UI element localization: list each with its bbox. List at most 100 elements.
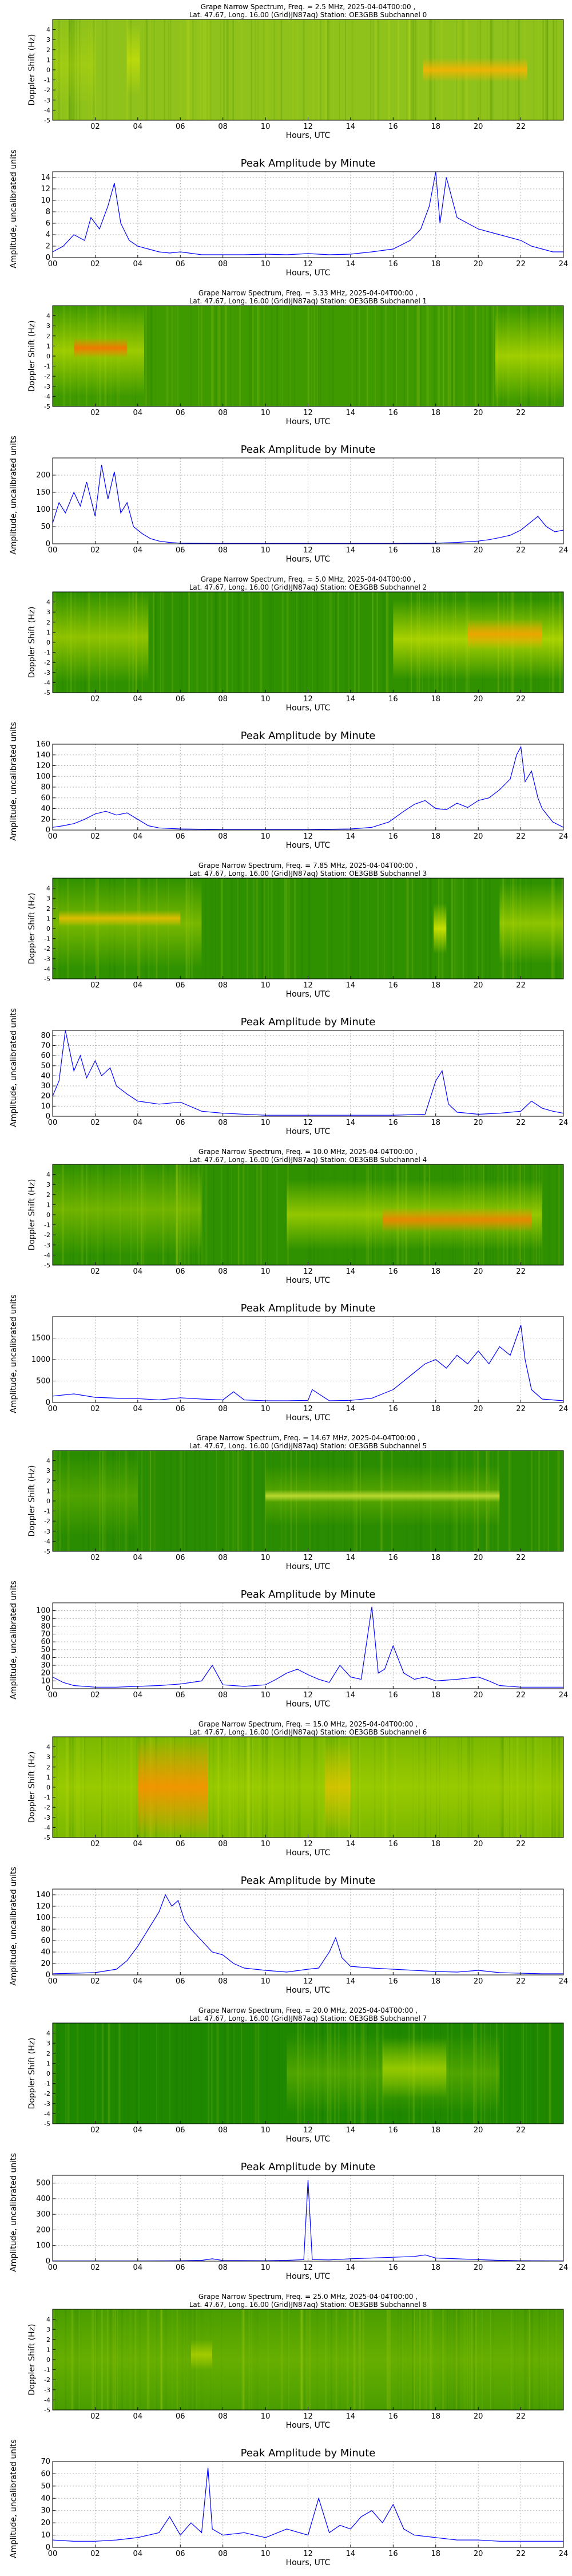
x-tick-label: 08 [218,409,228,417]
spectrogram-speckle [542,19,545,120]
spectrogram-speckle [201,1164,204,1265]
spectrogram-speckle [261,592,263,693]
y-axis-label: Amplitude, uncalibrated units [9,1294,18,1413]
x-tick-label: 10 [261,1267,271,1276]
y-tick-label: 0 [46,540,50,548]
spectrogram-speckle [262,19,264,120]
y-tick-label: 2 [46,619,50,626]
spectrogram-speckle [249,592,252,693]
x-tick-label: 10 [261,1554,271,1562]
x-tick-label: 18 [431,546,440,555]
spectrogram-speckle [355,306,357,406]
x-tick-label: 20 [474,1405,483,1413]
spectrogram-speckle [267,878,269,979]
x-tick-label: 08 [218,695,228,704]
spectrogram-speckle [241,19,243,120]
spectrogram-area [53,2023,563,2124]
spectrogram-area [53,592,563,693]
x-tick-label: 22 [516,260,526,268]
spectrogram-speckle [451,306,453,406]
x-tick-label: 02 [90,1405,100,1413]
x-tick-label: 20 [474,409,483,417]
x-tick-label: 16 [388,2412,398,2421]
spectrogram-speckle [185,592,188,693]
x-tick-label: 08 [218,1405,228,1413]
spectrogram-speckle [248,306,251,406]
x-tick-label: 06 [176,1119,185,1127]
x-axis-label: Hours, UTC [286,131,331,140]
spectrogram-speckle [203,19,204,120]
x-tick-label: 12 [303,1691,313,1700]
spectrogram-speckle [545,19,547,120]
spectrogram-speckle [252,878,255,979]
x-tick-label: 08 [218,1977,228,1986]
y-tick-label: 4 [46,599,50,606]
spectrogram-speckle [197,19,199,120]
spectrogram-speckle [348,592,350,693]
x-tick-label: 18 [431,832,440,841]
y-tick-label: 1 [46,2060,50,2067]
y-tick-label: 300 [36,2210,50,2219]
spectrogram-speckle [482,306,484,406]
spectrogram-speckle [255,1164,256,1265]
amplitude-panel-1: Peak Amplitude by Minute 0 50 100 150 200 00 02… [9,436,568,564]
y-tick-label: 100 [36,2242,50,2250]
spectrogram-speckle [155,306,156,406]
spectrogram-speckle [237,1164,240,1265]
y-tick-label: 3 [46,895,50,902]
x-tick-label: 06 [176,1691,185,1700]
x-tick-label: 18 [431,123,440,131]
y-tick-label: 0 [46,353,50,360]
x-tick-label: 14 [346,832,356,841]
y-tick-label: 80 [41,783,50,792]
y-tick-label: 160 [36,740,50,749]
spectrogram-speckle [149,1451,152,1551]
x-tick-label: 18 [431,260,440,268]
y-tick-label: 4 [46,1457,50,1465]
x-tick-label: 20 [474,2550,483,2558]
x-tick-label: 02 [90,123,100,131]
spectrogram-speckle [549,2023,551,2124]
x-tick-label: 10 [261,1691,271,1700]
spectrogram-speckle [162,592,165,693]
spectrogram-speckle [265,19,268,120]
spectrogram-speckle [356,592,359,693]
spectrogram-speckle [207,2023,210,2124]
spectrogram-speckle [260,592,262,693]
y-axis-label: Doppler Shift (Hz) [27,893,37,965]
y-tick-label: 500 [36,1377,50,1386]
y-tick-label: 30 [41,2507,50,2515]
spectrogram-speckle [416,306,419,406]
spectrogram-speckle [146,306,149,406]
x-tick-label: 02 [90,981,100,990]
spectrogram-speckle [366,306,367,406]
x-axis-label: Hours, UTC [286,990,331,999]
y-axis-label: Amplitude, uncalibrated units [9,149,18,268]
spectrogram-speckle [375,19,377,120]
x-tick-label: 20 [474,1691,483,1700]
x-tick-label: 20 [474,1840,483,1848]
x-tick-label: 06 [176,695,185,704]
spectrogram-speckle [136,2023,138,2124]
line-chart-title: Peak Amplitude by Minute [241,1016,376,1028]
x-axis-label: Hours, UTC [286,555,331,564]
spectrogram-speckle [226,1164,228,1265]
spectrogram-speckle [261,878,263,979]
x-tick-label: 16 [388,1840,398,1848]
spectrogram-speckle [311,306,312,406]
spectrogram-speckle [383,878,385,979]
spectrogram-speckle [278,878,280,979]
amplitude-series-line [52,1606,563,1688]
x-tick-label: 14 [346,1119,356,1127]
spectrogram-speckle [188,592,190,693]
spectrogram-speckle [509,2023,511,2124]
spectrogram-speckle [231,592,233,693]
spectrogram-speckle [418,19,419,120]
spectrogram-speckle [79,2023,80,2124]
x-axis-label: Hours, UTC [286,1986,331,1995]
spectrogram-speckle [456,878,458,979]
spectrogram-feature [127,24,140,95]
y-tick-label: -3 [44,1814,50,1822]
y-tick-label: 10 [41,196,50,205]
spectrogram-speckle [166,306,168,406]
